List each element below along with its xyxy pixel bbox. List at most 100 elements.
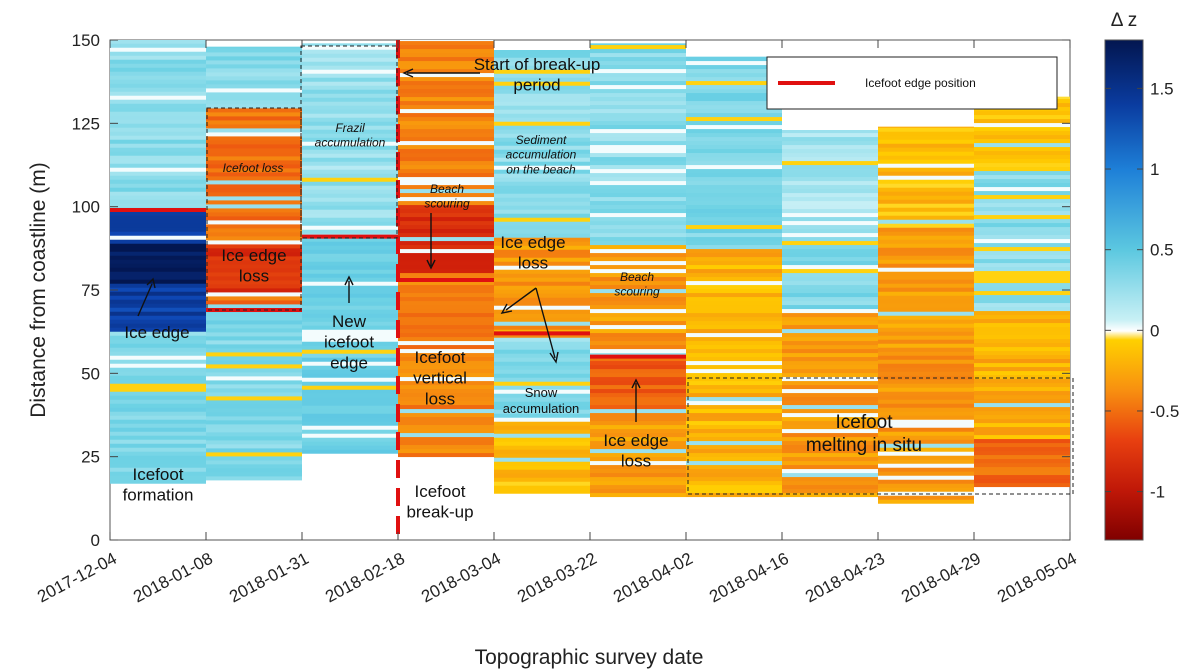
heatmap-cell [494,265,590,270]
heatmap-cell [686,240,782,246]
heatmap-cell [878,199,974,204]
heatmap-cell [974,342,1070,348]
heatmap-cell [302,305,398,310]
heatmap-cell [398,196,494,202]
heatmap-cell [398,56,494,62]
heatmap-cell [398,68,494,74]
heatmap-cell [110,119,206,124]
heatmap-cell [206,196,302,201]
heatmap-cell [590,60,686,66]
heatmap-cell [878,147,974,152]
heatmap-cell [398,412,494,418]
heatmap-cell [494,369,590,374]
heatmap-cell [686,400,782,406]
heatmap-cell [686,372,782,378]
heatmap-cell [782,452,878,458]
heatmap-cell [974,358,1070,364]
heatmap-cell [494,361,590,366]
heatmap-cell [206,180,302,185]
heatmap-cell [206,132,302,137]
heatmap-cell [110,191,206,196]
colorbar-tick-label: 1 [1150,160,1159,179]
heatmap-cell [782,472,878,478]
heatmap-cell [878,423,974,428]
heatmap-cell [878,415,974,420]
heatmap-cell [686,236,782,242]
heatmap-cell [494,177,590,182]
heatmap-cell [206,472,302,477]
x-tick-label: 2017-12-04 [34,549,120,607]
heatmap-cell [494,301,590,306]
heatmap-cell [398,364,494,370]
heatmap-cell [110,227,206,232]
heatmap-cell [686,444,782,450]
heatmap-cell [398,92,494,98]
heatmap-cell [302,333,398,338]
heatmap-cell [686,452,782,458]
heatmap-cell [494,269,590,274]
heatmap-cell [494,353,590,358]
heatmap-cell [398,404,494,410]
heatmap-cell [110,363,206,368]
x-tick-label: 2018-04-16 [706,549,792,607]
heatmap-cell [302,209,398,214]
heatmap-cell [878,363,974,368]
heatmap-cell [206,92,302,97]
heatmap-cell [974,326,1070,332]
heatmap-cell [974,274,1070,280]
heatmap-cell [206,140,302,145]
heatmap-cell [878,223,974,228]
heatmap-cell [110,291,206,296]
heatmap-cell [686,172,782,178]
heatmap-cell [206,316,302,321]
heatmap-cell [302,93,398,98]
heatmap-cell [974,378,1070,384]
heatmap-cell [110,99,206,104]
heatmap-cell [302,265,398,270]
heatmap-cell [878,303,974,308]
heatmap-cell [494,193,590,198]
heatmap-cell [110,75,206,80]
heatmap-cell [878,435,974,440]
heatmap-cell [782,348,878,354]
heatmap-cell [206,232,302,237]
heatmap-cell [206,304,302,309]
heatmap-cell [302,43,398,46]
heatmap-column-2018-04-16 [782,130,878,498]
heatmap-cell [878,275,974,280]
annotation-line: on the beach [506,162,576,176]
heatmap-cell [878,351,974,356]
ann-icefoot-formation: Icefoot formation [123,465,194,505]
heatmap-cell [590,216,686,222]
heatmap-cell [302,413,398,418]
heatmap-cell [110,335,206,340]
heatmap-cell [782,320,878,326]
heatmap-cell [206,364,302,369]
heatmap-cell [302,201,398,206]
heatmap-cell [494,165,590,170]
heatmap-cell [110,71,206,76]
heatmap-cell [782,404,878,410]
heatmap-cell [590,80,686,86]
icefoot-loss-box [206,107,302,311]
heatmap-cell [398,60,494,66]
heatmap-cell [398,120,494,126]
heatmap-cell [302,417,398,422]
heatmap-cell [782,268,878,274]
heatmap-cell [878,139,974,144]
heatmap-cell [398,88,494,94]
heatmap-cell [686,420,782,426]
heatmap-cell [974,302,1070,308]
heatmap-cell [974,482,1070,488]
heatmap-cell [398,76,494,82]
heatmap-cell [974,278,1070,284]
heatmap-cell [974,250,1070,256]
heatmap-cell [110,63,206,68]
heatmap-cell [782,340,878,346]
heatmap-cell [782,260,878,266]
heatmap-cell [878,179,974,184]
heatmap-cell [974,254,1070,260]
heatmap-cell [590,324,686,330]
heatmap-cell [782,400,878,406]
heatmap-cell [686,408,782,414]
